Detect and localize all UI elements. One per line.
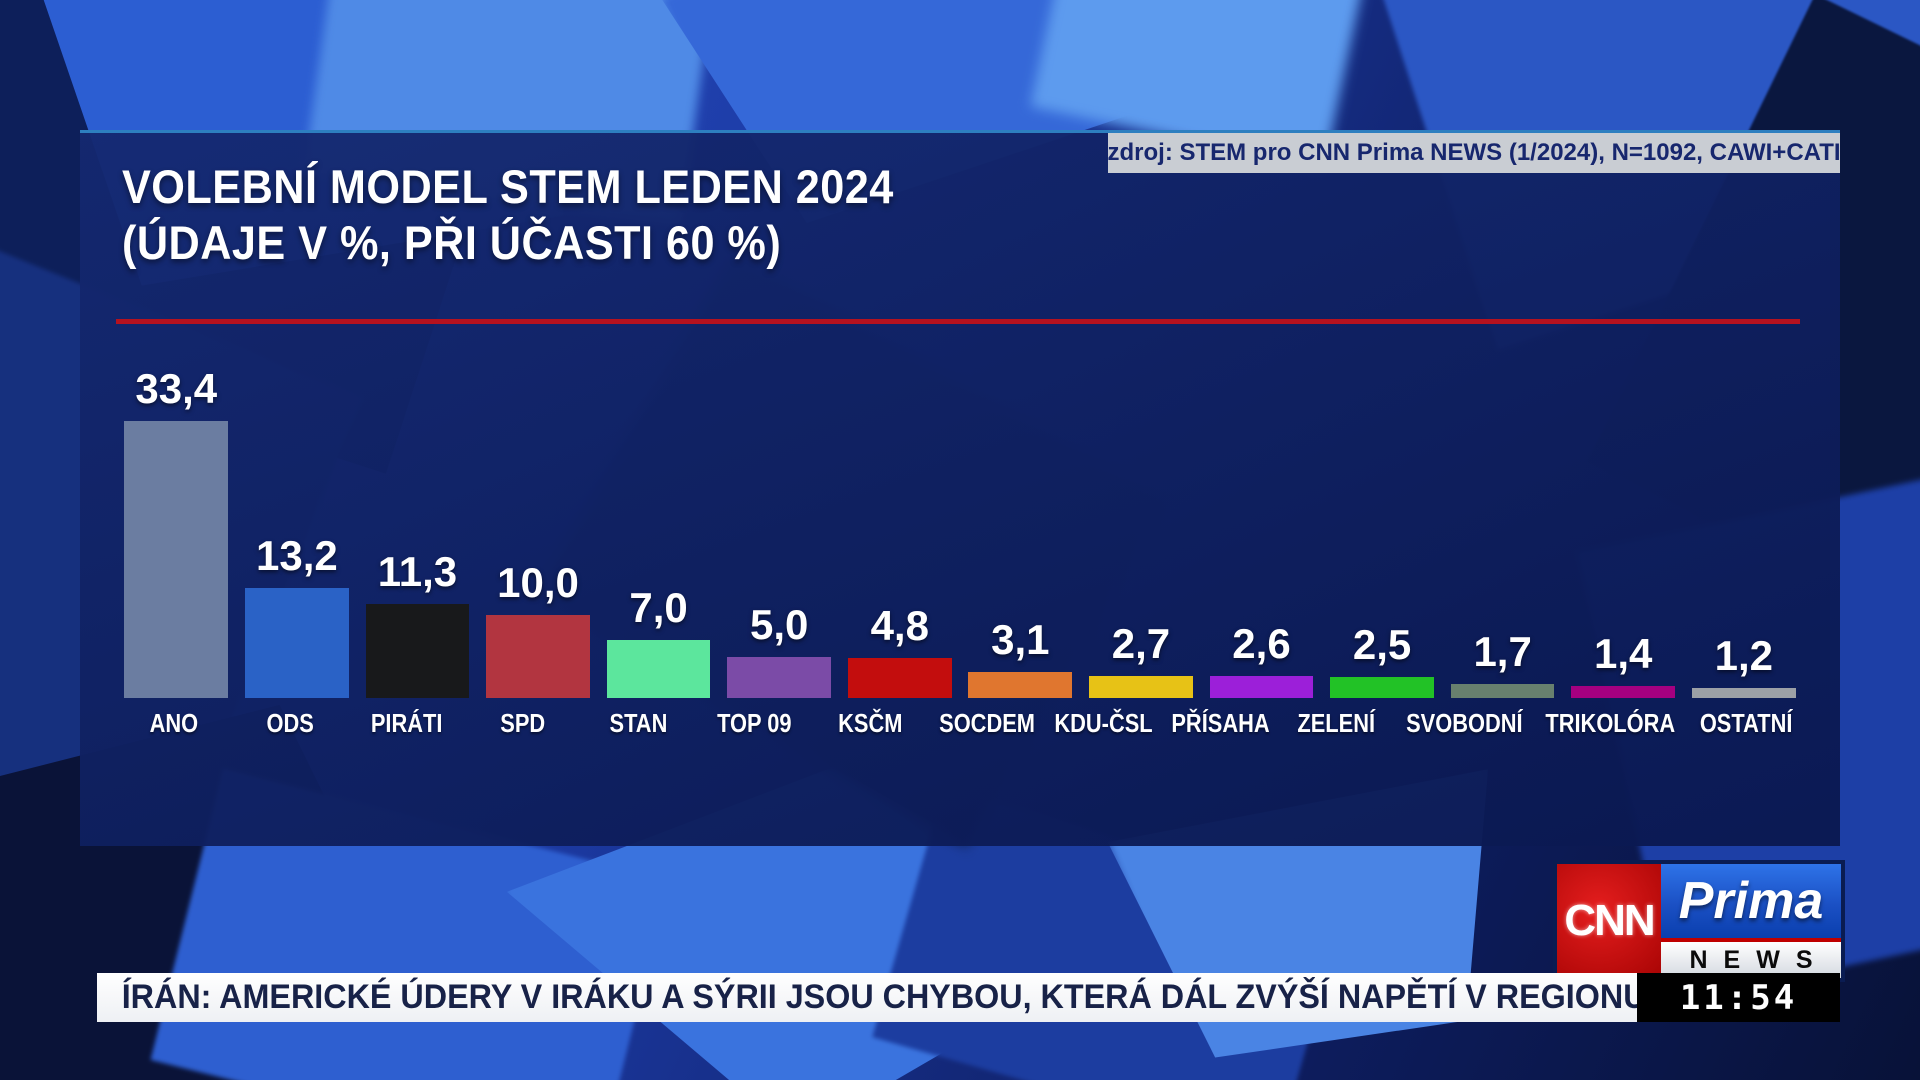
bar-category-label: PŘÍSAHA <box>1162 708 1279 739</box>
bar-category-label: KDU-ČSL <box>1045 708 1162 739</box>
bar <box>1089 675 1193 698</box>
bar <box>847 658 952 698</box>
bar-column-PIRÁTI: 11,3 <box>357 353 478 698</box>
cnn-logo: CNN <box>1557 864 1661 978</box>
bar-category-label: OSTATNÍ <box>1688 708 1804 739</box>
news-logo-text: NEWS <box>1661 942 1841 978</box>
bar-column-ODS: 13,2 <box>237 353 358 698</box>
bar <box>606 639 711 698</box>
bar-category-labels: ANO ODS PIRÁTI SPD STAN TOP 09 KSČM SOCDEM KDU-Č… <box>116 708 1804 739</box>
bar-value-label: 2,5 <box>1352 621 1412 669</box>
bar-category-label-text: TRIKOLÓRA <box>1545 708 1676 738</box>
bar-category-label-text: PŘÍSAHA <box>1170 708 1270 738</box>
bar-category-label-text: ZELENÍ <box>1297 708 1376 738</box>
bar-column-OSTATNÍ: 1,2 <box>1684 353 1805 698</box>
bar-column-STAN: 7,0 <box>598 353 719 698</box>
title-divider <box>116 319 1800 324</box>
bar-category-label: STAN <box>580 708 696 739</box>
bar-value-label: 4,8 <box>870 602 929 650</box>
bar-value-label: 2,7 <box>1111 619 1171 667</box>
bar-category-label-text: KSČM <box>838 708 903 738</box>
bar-category-label-text: OSTATNÍ <box>1699 708 1793 738</box>
bar <box>727 656 832 698</box>
bar-category-label: SPD <box>464 708 580 739</box>
bar-column-SPD: 10,0 <box>478 353 599 698</box>
bar <box>1571 686 1676 698</box>
bar-category-label: ANO <box>116 708 232 739</box>
bar <box>365 604 470 698</box>
bar-category-label: PIRÁTI <box>348 708 464 739</box>
bar-category-label: TOP 09 <box>696 708 812 739</box>
bar <box>486 615 590 698</box>
bar-category-label: TRIKOLÓRA <box>1533 708 1688 739</box>
cnn-prima-news-logo: CNN Prima NEWS <box>1553 860 1845 982</box>
bar-column-KSČM: 4,8 <box>839 353 960 698</box>
chart-title: VOLEBNÍ MODEL STEM LEDEN 2024 (ÚDAJE V %… <box>122 159 894 272</box>
bar-category-label-text: SVOBODNÍ <box>1405 708 1523 738</box>
bar-category-label: ZELENÍ <box>1279 708 1395 739</box>
prima-news-logo: Prima NEWS <box>1661 864 1841 978</box>
bar-category-label-text: SOCDEM <box>938 708 1035 738</box>
bar <box>1450 683 1555 698</box>
bar-value-label: 1,4 <box>1594 630 1653 678</box>
bar-value-label: 1,7 <box>1473 627 1532 675</box>
bar-category-label: KSČM <box>812 708 928 739</box>
bar-column-ANO: 33,4 <box>116 353 237 698</box>
chart-title-line1: VOLEBNÍ MODEL STEM LEDEN 2024 <box>122 160 894 213</box>
bar-value-label: 13,2 <box>255 532 338 580</box>
bar <box>1691 688 1796 698</box>
news-ticker: ÍRÁN: AMERICKÉ ÚDERY V IRÁKU A SÝRII JSO… <box>97 973 1656 1022</box>
bar-column-TRIKOLÓRA: 1,4 <box>1563 353 1684 698</box>
source-attribution: zdroj: STEM pro CNN Prima NEWS (1/2024),… <box>1107 133 1841 173</box>
bar-value-label: 5,0 <box>749 600 809 648</box>
bar-column-ZELENÍ: 2,5 <box>1322 353 1443 698</box>
bar <box>124 420 229 698</box>
clock: 11:54 <box>1637 973 1840 1022</box>
bar-category-label-text: TOP 09 <box>717 708 792 738</box>
bar-value-label: 33,4 <box>135 364 218 412</box>
chart-title-line2: (ÚDAJE V %, PŘI ÚČASTI 60 %) <box>122 216 782 270</box>
ticker-headline: ÍRÁN: AMERICKÉ ÚDERY V IRÁKU A SÝRII JSO… <box>121 978 1656 1016</box>
bar-column-KDU-ČSL: 2,7 <box>1081 353 1202 698</box>
bar-value-label: 3,1 <box>991 616 1050 664</box>
bar-value-label: 11,3 <box>377 548 458 596</box>
logo-red-divider <box>1661 938 1841 942</box>
bar-value-label: 7,0 <box>629 583 688 631</box>
bar-category-label-text: ODS <box>266 708 314 738</box>
bar-category-label-text: PIRÁTI <box>370 708 442 738</box>
bar-column-SVOBODNÍ: 1,7 <box>1442 353 1563 698</box>
bar-category-label-text: STAN <box>609 708 668 738</box>
bar-category-label: SVOBODNÍ <box>1395 708 1534 739</box>
bar-column-SOCDEM: 3,1 <box>960 353 1081 698</box>
bar-column-TOP 09: 5,0 <box>719 353 840 698</box>
bar-column-PŘÍSAHA: 2,6 <box>1201 353 1322 698</box>
bar-category-label-text: SPD <box>499 708 545 738</box>
bar <box>1330 677 1434 698</box>
bar-category-label: SOCDEM <box>929 708 1045 739</box>
bar-value-label: 1,2 <box>1714 632 1773 680</box>
bar <box>1209 676 1314 698</box>
bar-chart: 33,4 13,2 11,3 10,0 7,0 5,0 4,8 3,1 2,7 2,6 2,5 1,7… <box>116 353 1804 698</box>
bar-category-label: ODS <box>232 708 348 739</box>
bar-category-label-text: KDU-ČSL <box>1053 708 1153 738</box>
chart-panel: zdroj: STEM pro CNN Prima NEWS (1/2024),… <box>80 130 1841 846</box>
prima-logo-text: Prima <box>1661 864 1841 938</box>
bar-value-label: 2,6 <box>1232 620 1291 668</box>
bar <box>968 672 1073 698</box>
bar <box>245 588 349 698</box>
bar-value-label: 10,0 <box>497 559 579 606</box>
bar-category-label-text: ANO <box>149 708 199 738</box>
